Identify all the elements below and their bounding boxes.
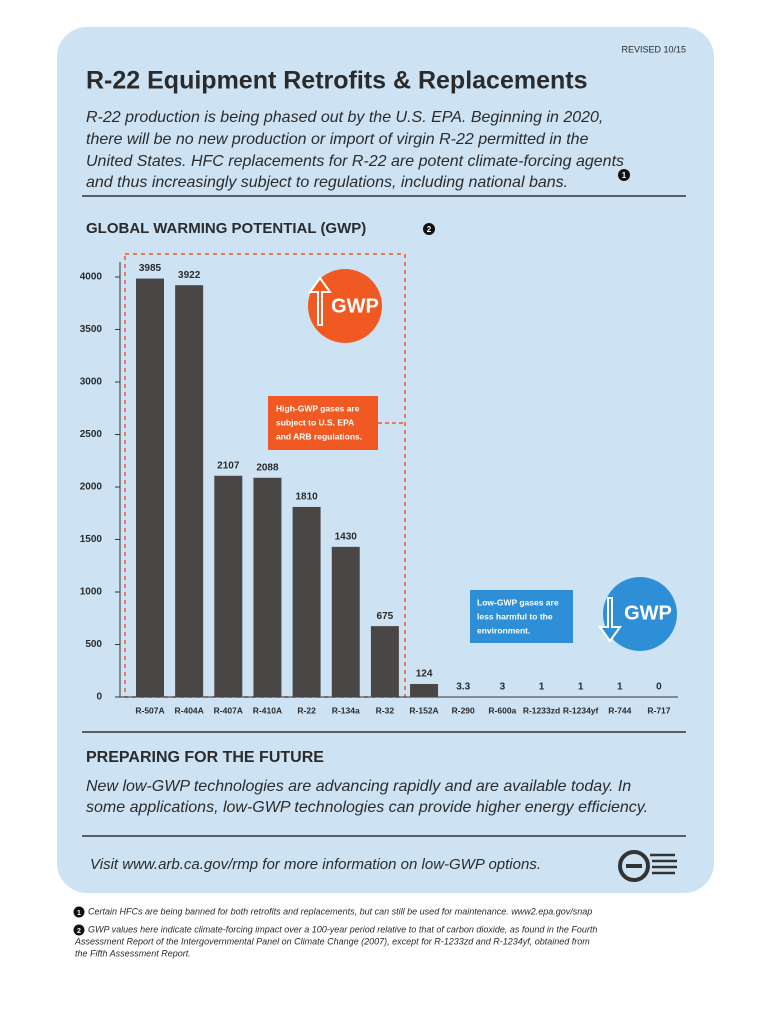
low-note: environment. xyxy=(477,625,530,635)
intro-line: there will be no new production or impor… xyxy=(86,131,589,148)
value-label: 1 xyxy=(578,682,584,693)
footnote: Certain HFCs are being banned for both r… xyxy=(88,906,592,916)
y-tick-label: 4000 xyxy=(80,272,103,283)
low-note-box xyxy=(470,590,573,643)
marker: 2 xyxy=(77,928,81,935)
bar xyxy=(370,626,399,697)
x-tick-label: R-1234yf xyxy=(563,705,599,715)
title: R-22 Equipment Retrofits & Replacements xyxy=(86,67,588,95)
footnote: Assessment Report of the Intergovernment… xyxy=(74,936,590,946)
revised: REVISED 10/15 xyxy=(621,44,686,54)
bar xyxy=(214,475,243,697)
low-badge-circle xyxy=(603,577,677,651)
bar xyxy=(331,546,360,697)
intro-line: and thus increasingly subject to regulat… xyxy=(86,174,568,191)
y-tick-label: 0 xyxy=(96,692,102,703)
y-tick-label: 3000 xyxy=(80,377,103,388)
y-tick-label: 1000 xyxy=(80,587,103,598)
value-label: 675 xyxy=(377,611,394,622)
bar xyxy=(410,683,439,697)
visit: Visit www.arb.ca.gov/rmp for more inform… xyxy=(90,856,541,873)
footnotes: 1 Certain HFCs are being banned for both … xyxy=(73,906,597,958)
y-tick-label: 2500 xyxy=(80,429,103,440)
x-tick-label: R-410A xyxy=(253,705,282,715)
y-tick-label: 1500 xyxy=(80,534,103,545)
marker-circle xyxy=(423,223,435,235)
high-note: and ARB regulations. xyxy=(276,431,362,441)
chart: 0 500 1000 1500 2000 2500 3000 3500 4000 R-507A 39… xyxy=(80,262,678,715)
marker-circle xyxy=(73,924,85,936)
x-tick-label: R-290 xyxy=(452,705,475,715)
marker: 2 xyxy=(427,225,432,234)
high-note: High-GWP gases are xyxy=(276,403,360,413)
x-tick-label: R-404A xyxy=(175,705,204,715)
low-badge: GWP xyxy=(624,602,672,624)
value-label: 1810 xyxy=(295,492,318,503)
footnote: GWP values here indicate climate-forcing… xyxy=(88,924,597,934)
bar xyxy=(292,506,321,697)
chart-heading: GLOBAL WARMING POTENTIAL (GWP) xyxy=(86,220,366,237)
marker-circle xyxy=(73,906,85,918)
value-label: 3.3 xyxy=(456,681,470,692)
high-note-box xyxy=(268,396,378,450)
value-label: 3922 xyxy=(178,270,201,281)
high-gwp-region xyxy=(124,253,406,698)
x-tick-label: R-744 xyxy=(608,705,631,715)
bar xyxy=(175,285,204,697)
value-label: 1 xyxy=(617,682,623,693)
x-tick-label: R-717 xyxy=(647,705,670,715)
section-text: some applications, low-GWP technologies … xyxy=(86,799,648,816)
bar xyxy=(136,278,164,697)
logo xyxy=(618,850,677,882)
down-arrow xyxy=(598,597,622,643)
value-label: 3985 xyxy=(139,263,162,274)
value-label: 124 xyxy=(416,669,433,680)
y-tick-label: 2000 xyxy=(80,482,103,493)
value-label: 2107 xyxy=(217,460,240,471)
value-label: 1430 xyxy=(335,531,358,542)
x-tick-label: R-22 xyxy=(297,705,316,715)
y-tick-label: 3500 xyxy=(80,324,103,335)
y-tick-label: 500 xyxy=(85,639,102,650)
bar xyxy=(253,477,282,697)
x-tick-label: R-1233zd xyxy=(523,705,560,715)
value-label: 3 xyxy=(500,681,506,692)
section-text: New low-GWP technologies are advancing r… xyxy=(86,778,631,795)
intro-line: United States. HFC replacements for R-22… xyxy=(86,153,624,170)
high-note: subject to U.S. EPA xyxy=(276,417,354,427)
value-label: 1 xyxy=(539,682,545,693)
value-label: 0 xyxy=(656,682,662,693)
footnote: the Fifth Assessment Report. xyxy=(75,948,191,958)
low-note: less harmful to the xyxy=(477,611,553,621)
x-tick-label: R-507A xyxy=(135,705,164,715)
x-tick-label: R-134a xyxy=(332,705,360,715)
x-tick-label: R-32 xyxy=(376,705,395,715)
marker-circle xyxy=(618,169,630,181)
marker: 1 xyxy=(622,171,627,180)
intro-line: R-22 production is being phased out by t… xyxy=(86,109,603,126)
section-title: PREPARING FOR THE FUTURE xyxy=(86,749,324,766)
x-tick-label: R-407A xyxy=(214,705,243,715)
low-note: Low-GWP gases are xyxy=(477,597,559,607)
up-arrow xyxy=(308,276,332,326)
x-tick-label: R-600a xyxy=(488,705,516,715)
x-tick-label: R-152A xyxy=(409,705,438,715)
high-badge: GWP xyxy=(331,295,379,317)
value-label: 2088 xyxy=(256,462,279,473)
marker: 1 xyxy=(77,910,81,917)
